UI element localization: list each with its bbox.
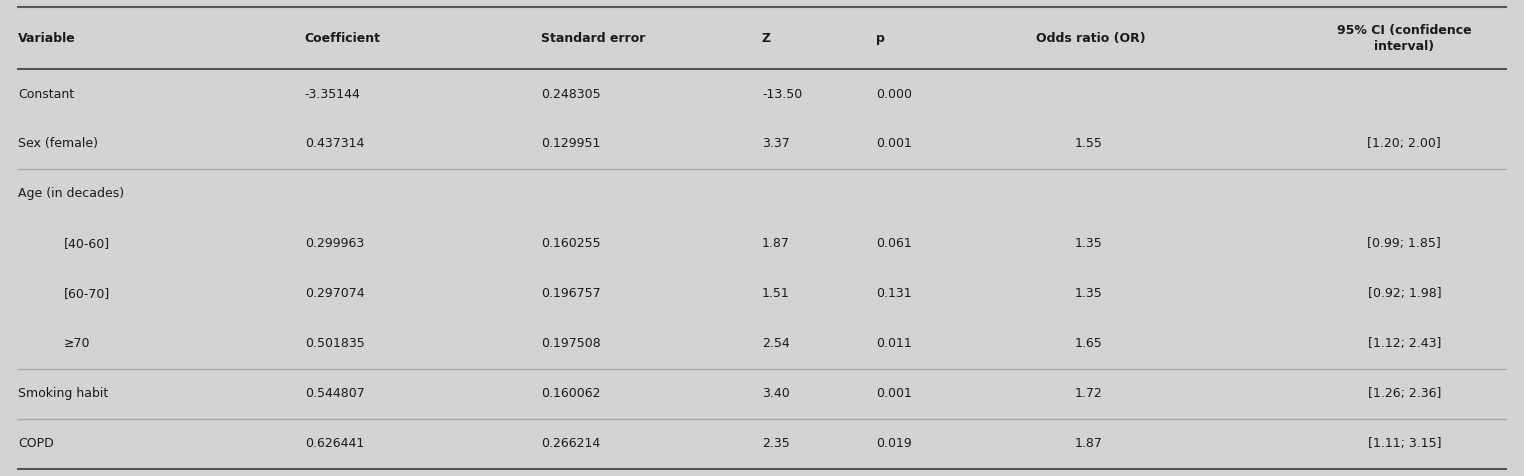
Text: ≥70: ≥70: [64, 337, 90, 350]
Text: COPD: COPD: [18, 437, 53, 450]
Text: Standard error: Standard error: [541, 31, 645, 45]
Text: 0.061: 0.061: [876, 238, 911, 250]
Text: 1.87: 1.87: [1074, 437, 1102, 450]
Text: 0.501835: 0.501835: [305, 337, 364, 350]
Text: 0.129951: 0.129951: [541, 138, 600, 150]
Text: 0.160062: 0.160062: [541, 387, 600, 400]
Text: 1.87: 1.87: [762, 238, 789, 250]
Text: -3.35144: -3.35144: [305, 88, 361, 100]
Text: Smoking habit: Smoking habit: [18, 387, 108, 400]
Text: 2.35: 2.35: [762, 437, 789, 450]
Text: [1.11; 3.15]: [1.11; 3.15]: [1367, 437, 1442, 450]
Text: Coefficient: Coefficient: [305, 31, 381, 45]
Text: Age (in decades): Age (in decades): [18, 188, 125, 200]
Text: 0.544807: 0.544807: [305, 387, 364, 400]
Text: [40-60]: [40-60]: [64, 238, 110, 250]
Text: 0.001: 0.001: [876, 387, 913, 400]
Text: 2.54: 2.54: [762, 337, 789, 350]
Text: 0.196757: 0.196757: [541, 288, 600, 300]
Text: Odds ratio (OR): Odds ratio (OR): [1036, 31, 1146, 45]
Text: 1.55: 1.55: [1074, 138, 1102, 150]
Text: [0.92; 1.98]: [0.92; 1.98]: [1367, 288, 1442, 300]
Text: 0.626441: 0.626441: [305, 437, 364, 450]
Text: 0.248305: 0.248305: [541, 88, 600, 100]
Text: 1.65: 1.65: [1074, 337, 1102, 350]
Text: 3.40: 3.40: [762, 387, 789, 400]
Text: 0.001: 0.001: [876, 138, 913, 150]
Text: -13.50: -13.50: [762, 88, 802, 100]
Text: 3.37: 3.37: [762, 138, 789, 150]
Text: 0.019: 0.019: [876, 437, 911, 450]
Text: p: p: [876, 31, 885, 45]
Text: 0.297074: 0.297074: [305, 288, 364, 300]
Text: Variable: Variable: [18, 31, 76, 45]
Text: 0.000: 0.000: [876, 88, 913, 100]
Text: 0.011: 0.011: [876, 337, 911, 350]
Text: [60-70]: [60-70]: [64, 288, 110, 300]
Text: Sex (female): Sex (female): [18, 138, 98, 150]
Text: 0.160255: 0.160255: [541, 238, 600, 250]
Text: [1.20; 2.00]: [1.20; 2.00]: [1367, 138, 1442, 150]
Text: 95% CI (confidence
interval): 95% CI (confidence interval): [1337, 24, 1472, 52]
Text: 0.197508: 0.197508: [541, 337, 600, 350]
Text: 1.35: 1.35: [1074, 288, 1102, 300]
Text: 0.299963: 0.299963: [305, 238, 364, 250]
Text: 0.437314: 0.437314: [305, 138, 364, 150]
Text: [0.99; 1.85]: [0.99; 1.85]: [1367, 238, 1442, 250]
Text: [1.12; 2.43]: [1.12; 2.43]: [1367, 337, 1442, 350]
Text: 1.51: 1.51: [762, 288, 789, 300]
Text: 1.35: 1.35: [1074, 238, 1102, 250]
Text: 1.72: 1.72: [1074, 387, 1102, 400]
Text: [1.26; 2.36]: [1.26; 2.36]: [1367, 387, 1442, 400]
Text: Constant: Constant: [18, 88, 75, 100]
Text: 0.131: 0.131: [876, 288, 911, 300]
Text: 0.266214: 0.266214: [541, 437, 600, 450]
Text: Z: Z: [762, 31, 771, 45]
